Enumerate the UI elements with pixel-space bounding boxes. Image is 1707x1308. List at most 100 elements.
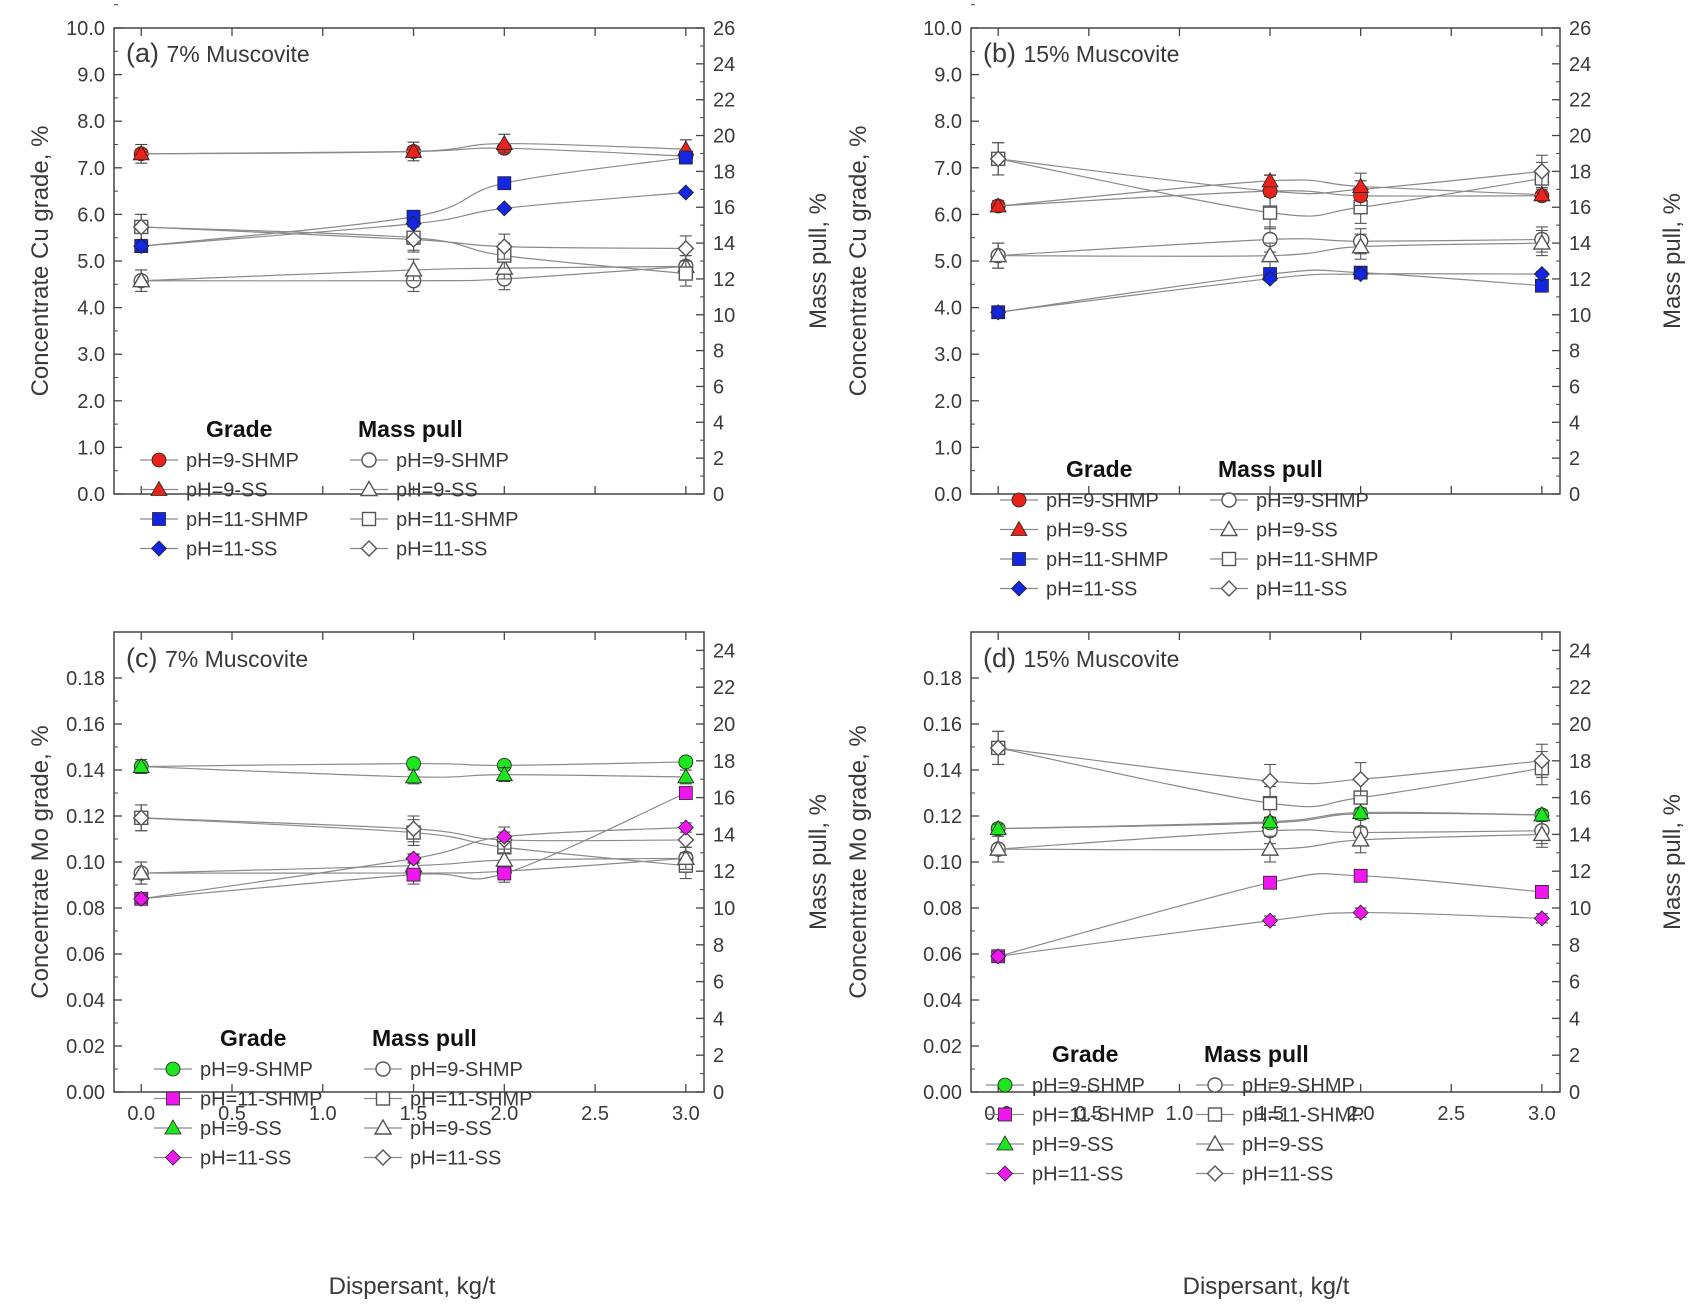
y-tick-label: 1.0: [934, 437, 962, 459]
mass-series-line: [998, 238, 1542, 257]
y-tick-label: 0.02: [66, 1036, 105, 1058]
x-tick-label: 1.0: [309, 1103, 337, 1125]
y2-tick-label: 18: [1569, 751, 1591, 773]
x-axis-label-left: Dispersant, kg/t: [329, 1273, 496, 1300]
grade-series-line: [998, 190, 1542, 207]
legend-mass-header: Mass pull: [1204, 1041, 1309, 1067]
legend-marker: [1220, 580, 1238, 597]
grade-series-line: [141, 156, 686, 247]
y2-tick-label: 2: [713, 448, 724, 470]
legend-marker: [374, 1149, 392, 1166]
y-tick-label: 0.00: [66, 1082, 105, 1104]
y2-tick-label: 6: [1569, 376, 1580, 398]
mass-point: [988, 839, 1008, 856]
grade-point: [1351, 803, 1370, 819]
y-tick-label: 0.12: [923, 806, 962, 828]
y2-tick-label: 22: [1569, 90, 1591, 112]
y-tick-label: 0.04: [923, 990, 962, 1012]
y-tick-label: 0.02: [923, 1036, 962, 1058]
mass-point: [676, 848, 696, 866]
mass-series-line: [998, 747, 1542, 785]
grade-point: [678, 754, 694, 770]
legend-mass-label: pH=11-SHMP: [1256, 549, 1378, 571]
y-tick-label: 0.12: [66, 806, 105, 828]
mass-point: [1260, 839, 1280, 856]
y2-tick-label: 18: [1569, 161, 1591, 183]
grade-point: [1352, 265, 1369, 283]
y-tick-label: 0.14: [66, 760, 105, 782]
y2-tick-label: 4: [1569, 1008, 1580, 1030]
mass-series-line: [998, 158, 1542, 195]
grade-point: [677, 768, 695, 784]
mass-point: [132, 271, 151, 288]
y-tick-label: 0.0: [77, 484, 105, 506]
grade-point: [990, 304, 1007, 321]
grade-point: [1351, 177, 1370, 193]
y2-tick-label: 20: [1569, 126, 1591, 148]
legend-grade-label: pH=9-SS: [186, 480, 268, 502]
panel-b: Concentrate Cu grade, % Mass pull, %: [845, 126, 1686, 397]
mass-series-line: [998, 747, 1542, 808]
legend-marker: [375, 1061, 391, 1077]
y2-tick-label: 18: [713, 161, 735, 183]
mass-point: [132, 218, 150, 236]
legend-grade-label: pH=9-SHMP: [186, 450, 299, 472]
panel-a-ylabel: Concentrate Cu grade, %: [27, 126, 54, 397]
mass-point: [1352, 770, 1370, 788]
x-tick-label: 1.5: [1256, 1103, 1284, 1125]
panel-c-plot: 0.000.020.040.060.080.100.120.140.160.18…: [66, 631, 735, 1170]
mass-point: [405, 820, 423, 838]
y2-tick-label: 16: [1569, 197, 1591, 219]
legend-grade-label: pH=11-SHMP: [186, 509, 308, 531]
grade-point: [404, 768, 423, 784]
grade-point: [132, 145, 150, 161]
y-tick-label: 3.0: [77, 344, 105, 366]
legend-grade-label: pH=11-SS: [200, 1148, 291, 1170]
y2-tick-label: 10: [713, 305, 735, 327]
panel-a: Concentrate Cu grade, % Mass pull, %: [27, 126, 832, 397]
mass-series-line: [998, 829, 1542, 850]
y2-tick-label: 14: [713, 824, 735, 846]
y2-tick-label: 8: [1569, 935, 1580, 957]
panel-b-y2label: Mass pull, %: [1659, 193, 1686, 329]
mass-point: [1260, 246, 1280, 263]
grade-point: [678, 150, 693, 165]
grade-series-line: [998, 911, 1542, 957]
panel-d-plot: 0.00 0.02 0.04 0.06 0.08 0.10 0.12 0.14 0.16 0.18…: [923, 631, 1591, 1186]
legend-mass-label: pH=11-SS: [1256, 579, 1347, 601]
mass-point: [405, 231, 423, 248]
legend-grade-header: Grade: [206, 416, 272, 442]
y2-tick-label: 14: [713, 233, 735, 255]
legend-grade-label: pH=11-SS: [1046, 579, 1137, 601]
y-tick-label: 0.08: [923, 898, 962, 920]
mass-point: [1533, 752, 1551, 770]
legend-marker: [359, 480, 379, 497]
y-tick-label: 2.0: [77, 391, 105, 413]
x-tick-label: 0.5: [1075, 1103, 1103, 1125]
panel-d-ylabel: Concentrate Mo grade, %: [845, 725, 872, 998]
x-tick-label: 3.0: [1528, 1103, 1556, 1125]
legend-mass-label: pH=11-SS: [410, 1148, 501, 1170]
mass-point: [404, 260, 423, 277]
legend-mass-label: pH=9-SHMP: [410, 1059, 523, 1081]
y2-tick-label: 0: [713, 484, 724, 506]
x-tick-label: 0.5: [218, 1103, 246, 1125]
grade-series-line: [998, 273, 1542, 313]
x-tick-label: 1.0: [1166, 1103, 1194, 1125]
y2-tick-label: 24: [1569, 54, 1591, 76]
legend-marker: [1010, 580, 1028, 597]
legend-grade-label: pH=9-SS: [200, 1118, 282, 1140]
grade-series-line: [998, 811, 1542, 830]
legend-mass-label: pH=9-SS: [1256, 520, 1338, 542]
legend-marker: [361, 452, 377, 468]
grade-point: [678, 786, 693, 800]
y2-tick-label: 8: [713, 935, 724, 957]
grade-point: [132, 757, 150, 773]
y-tick-label: 0.16: [923, 714, 962, 736]
y2-tick-label: 12: [1569, 269, 1591, 291]
y-tick-label: 5.0: [77, 251, 105, 273]
grade-point: [405, 215, 422, 232]
legend-marker: [1207, 1107, 1223, 1122]
y2-tick-label: 8: [713, 341, 724, 363]
grade-series-line: [141, 191, 686, 247]
